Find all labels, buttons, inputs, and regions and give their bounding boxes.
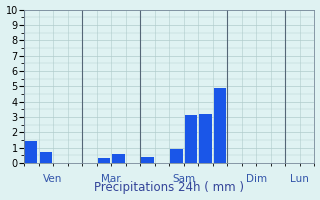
Bar <box>141 157 154 163</box>
Bar <box>112 154 124 163</box>
Bar <box>199 114 212 163</box>
Text: Lun: Lun <box>291 174 309 184</box>
Bar <box>170 149 183 163</box>
Bar <box>98 158 110 163</box>
Bar <box>185 115 197 163</box>
Text: Mar: Mar <box>101 174 121 184</box>
Bar <box>40 152 52 163</box>
X-axis label: Précipitations 24h ( mm ): Précipitations 24h ( mm ) <box>94 181 244 194</box>
Bar <box>214 88 226 163</box>
Text: Dim: Dim <box>246 174 267 184</box>
Bar <box>25 141 37 163</box>
Text: Sam: Sam <box>172 174 195 184</box>
Text: Ven: Ven <box>44 174 63 184</box>
